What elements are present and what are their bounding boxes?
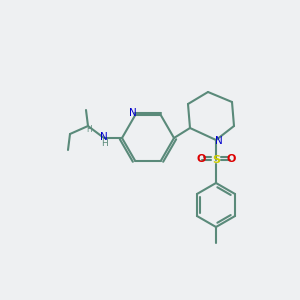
Text: N: N (100, 132, 108, 142)
Text: H: H (100, 139, 107, 148)
Text: O: O (226, 154, 236, 164)
Text: O: O (196, 154, 206, 164)
Text: N: N (215, 136, 223, 146)
Text: S: S (212, 155, 220, 165)
Text: H: H (86, 125, 92, 134)
Text: N: N (129, 109, 137, 118)
